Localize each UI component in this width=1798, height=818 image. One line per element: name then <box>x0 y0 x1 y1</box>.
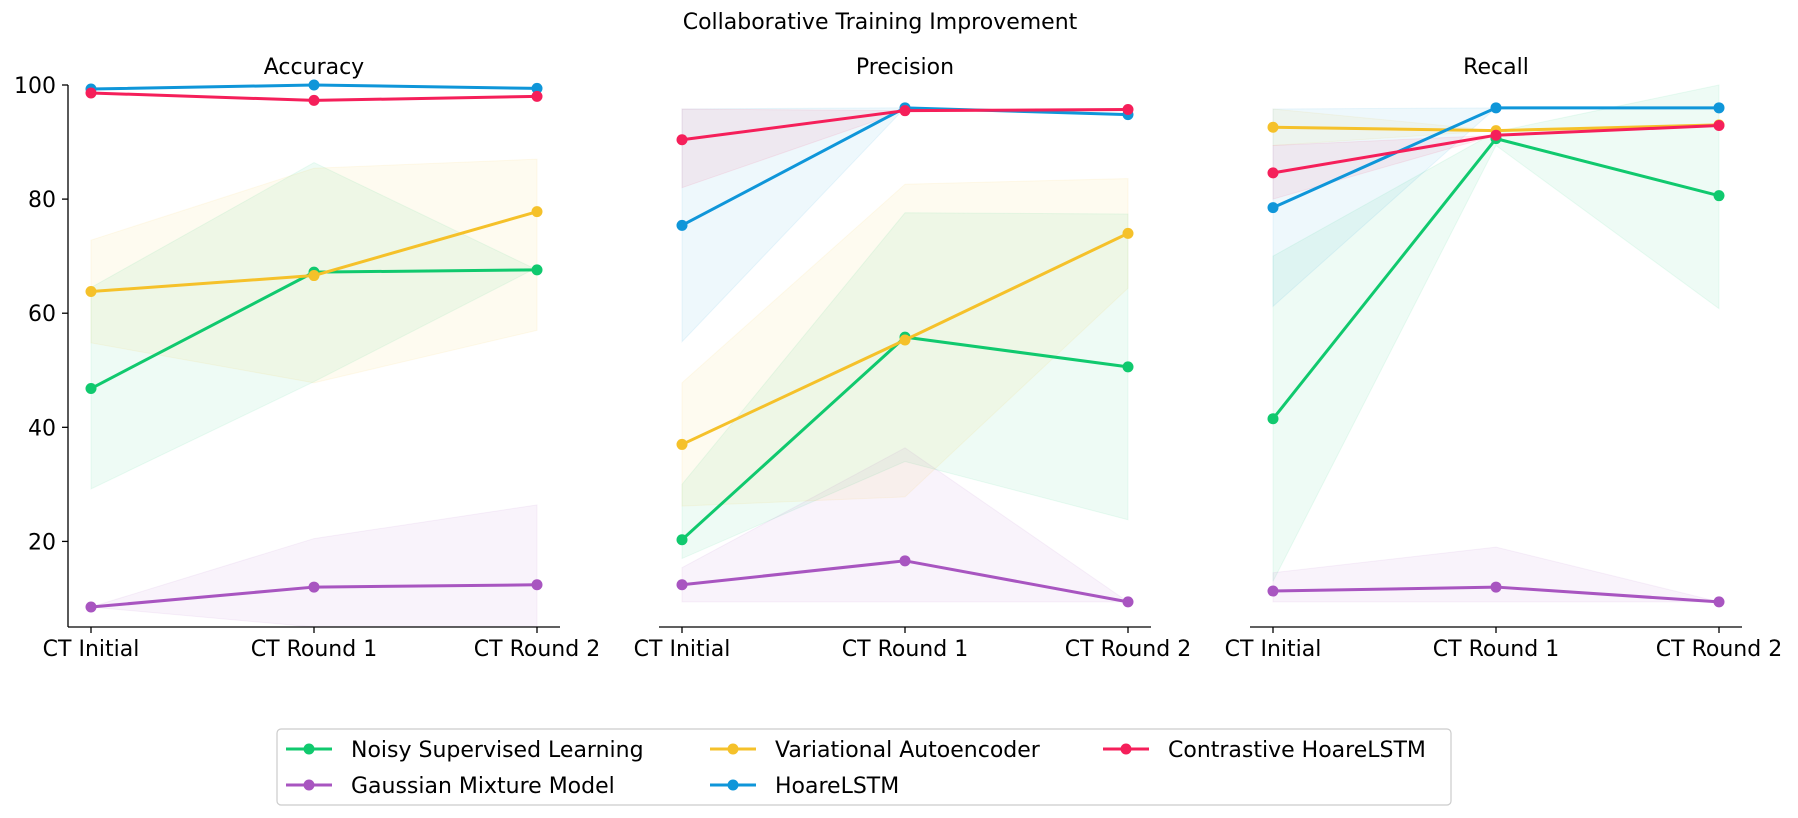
point-hoarelstm <box>1713 102 1725 114</box>
legend-item-variational-autoencoder: Variational Autoencoder <box>710 738 1041 763</box>
point-noisy-supervised-learning <box>1713 190 1725 202</box>
x-tick-label: CT Round 1 <box>842 637 968 662</box>
legend-frame <box>276 728 1452 806</box>
legend-swatch-marker <box>1120 743 1132 755</box>
point-gaussian-mixture-model <box>531 579 543 591</box>
legend-label: Variational Autoencoder <box>775 738 1041 763</box>
point-noisy-supervised-learning <box>1267 413 1279 425</box>
point-variational-autoencoder <box>308 270 320 282</box>
legend-label: Contrastive HoareLSTM <box>1168 738 1426 763</box>
x-tick-label: CT Initial <box>634 637 731 662</box>
x-tick-label: CT Initial <box>43 637 140 662</box>
point-variational-autoencoder <box>676 438 688 450</box>
point-hoarelstm <box>676 219 688 231</box>
point-variational-autoencoder <box>1122 227 1134 239</box>
panel-recall: Recall CT Initial CT Round 1 CT Round 2 <box>1225 55 1783 662</box>
y-tick-label: 20 <box>28 530 56 555</box>
legend: Noisy Supervised Learning Gaussian Mixtur… <box>276 728 1452 806</box>
legend-item-noisy-supervised-learning: Noisy Supervised Learning <box>286 738 644 763</box>
legend-items: Noisy Supervised Learning Gaussian Mixtur… <box>286 738 1426 799</box>
y-tick-label: 80 <box>28 188 56 213</box>
panel-title: Accuracy <box>264 55 364 80</box>
point-gaussian-mixture-model <box>1713 596 1725 608</box>
legend-item-contrastive-hoarelstm: Contrastive HoareLSTM <box>1103 738 1426 763</box>
band-gaussian-mixture-model <box>681 447 1130 603</box>
legend-label: Gaussian Mixture Model <box>351 774 615 799</box>
legend-swatch-marker <box>303 779 315 791</box>
band-gaussian-mixture-model <box>1272 546 1720 603</box>
x-tick-label: CT Initial <box>1225 637 1322 662</box>
legend-swatch-marker <box>727 743 739 755</box>
point-contrastive-hoarelstm <box>1267 167 1279 179</box>
point-contrastive-hoarelstm <box>1122 104 1134 116</box>
x-tick-label: CT Round 1 <box>1433 637 1559 662</box>
band-noisy-supervised-learning <box>681 212 1129 560</box>
point-variational-autoencoder <box>85 286 97 298</box>
point-hoarelstm <box>308 79 320 91</box>
legend-swatch-marker <box>727 779 739 791</box>
y-tick-label: 40 <box>28 416 56 441</box>
point-variational-autoencoder <box>531 206 543 218</box>
legend-item-hoarelstm: HoareLSTM <box>710 774 899 799</box>
point-contrastive-hoarelstm <box>531 90 543 102</box>
panel-title: Precision <box>856 55 954 80</box>
point-variational-autoencoder <box>899 334 911 346</box>
point-contrastive-hoarelstm <box>85 87 97 99</box>
x-tick-label: CT Round 2 <box>474 637 600 662</box>
legend-label: HoareLSTM <box>775 774 899 799</box>
point-gaussian-mixture-model <box>308 581 320 593</box>
point-noisy-supervised-learning <box>1122 361 1134 373</box>
point-contrastive-hoarelstm <box>1490 129 1502 141</box>
point-contrastive-hoarelstm <box>676 134 688 146</box>
y-tick-label: 100 <box>14 74 56 99</box>
band-gaussian-mixture-model <box>90 504 538 628</box>
point-gaussian-mixture-model <box>1490 581 1502 593</box>
chart-suptitle: Collaborative Training Improvement <box>683 10 1078 35</box>
point-gaussian-mixture-model <box>899 555 911 567</box>
point-noisy-supervised-learning <box>85 383 97 395</box>
point-hoarelstm <box>1267 202 1279 214</box>
point-noisy-supervised-learning <box>676 534 688 546</box>
point-gaussian-mixture-model <box>1267 585 1279 597</box>
point-gaussian-mixture-model <box>1122 596 1134 608</box>
point-contrastive-hoarelstm <box>1713 120 1725 132</box>
legend-item-gaussian-mixture-model: Gaussian Mixture Model <box>286 774 615 799</box>
x-tick-label: CT Round 1 <box>251 637 377 662</box>
legend-swatch-marker <box>303 743 315 755</box>
point-contrastive-hoarelstm <box>899 105 911 117</box>
panels: Accuracy 20 40 60 80 100 CT Initial CT Round 1 C… <box>14 55 1782 662</box>
y-tick-label: 60 <box>28 302 56 327</box>
legend-label: Noisy Supervised Learning <box>351 738 644 763</box>
point-variational-autoencoder <box>1267 121 1279 133</box>
x-tick-label: CT Round 2 <box>1656 637 1782 662</box>
x-tick-label: CT Round 2 <box>1065 637 1191 662</box>
panel-accuracy: Accuracy 20 40 60 80 100 CT Initial CT Round 1 C… <box>14 55 600 662</box>
panel-precision: Precision CT Initial CT Round 1 CT Round 2 <box>634 55 1192 662</box>
point-gaussian-mixture-model <box>676 579 688 591</box>
point-noisy-supervised-learning <box>531 264 543 276</box>
point-hoarelstm <box>531 82 543 94</box>
point-hoarelstm <box>1490 102 1502 114</box>
point-contrastive-hoarelstm <box>308 94 320 106</box>
point-gaussian-mixture-model <box>85 601 97 613</box>
panel-title: Recall <box>1463 55 1529 80</box>
